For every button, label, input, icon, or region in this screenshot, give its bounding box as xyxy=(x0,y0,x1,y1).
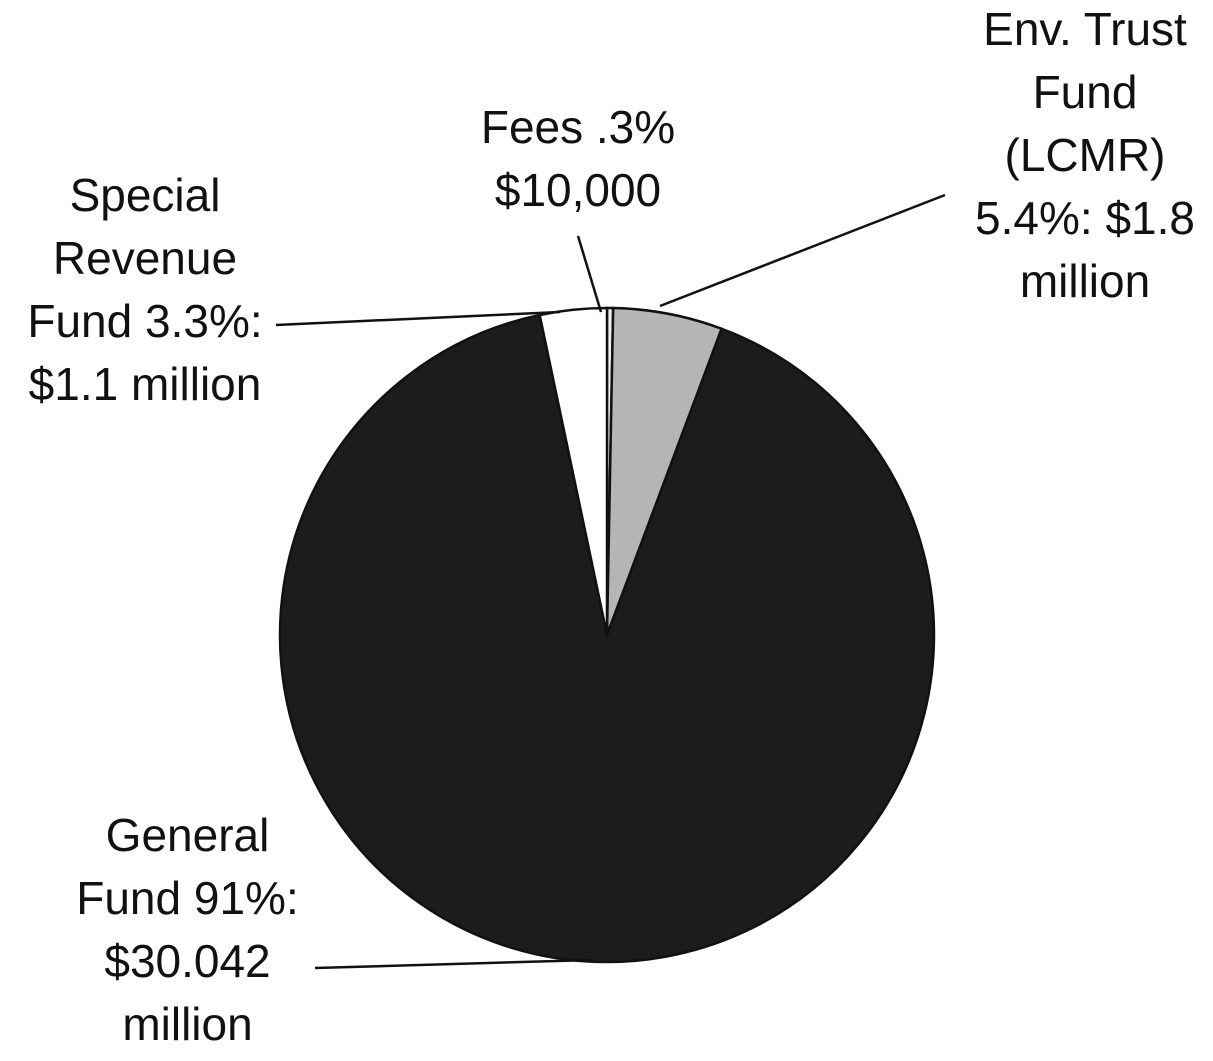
amount-label: $30.042 million xyxy=(104,935,271,1050)
leader-lines xyxy=(275,193,946,970)
leader-line xyxy=(576,235,603,313)
amount-label: $10,000 xyxy=(494,164,662,216)
amount-label: $1.8 million xyxy=(1019,192,1195,307)
value-label: .3% xyxy=(595,101,676,153)
pie-slice xyxy=(538,306,609,636)
slice-label: Env. Trust Fund (LCMR) 5.4%: $1.8 millio… xyxy=(955,0,1213,313)
slice-label: Fees .3% $10,000 xyxy=(468,96,688,222)
category: Fees xyxy=(480,101,584,153)
pie xyxy=(278,306,936,964)
category: General Fund xyxy=(76,809,270,924)
amount-label: $1.1 million xyxy=(28,358,262,410)
value-label: 5.4%: xyxy=(975,192,1093,244)
category: Env. Trust Fund (LCMR) xyxy=(983,3,1187,181)
slice-label: Special Revenue Fund 3.3%: $1.1 million xyxy=(10,164,280,416)
leader-line xyxy=(659,193,946,308)
category: Special Revenue Fund xyxy=(27,169,238,347)
value-label: 91%: xyxy=(193,872,299,924)
leader-line xyxy=(314,958,593,970)
value-label: 3.3%: xyxy=(145,295,263,347)
leader-line xyxy=(275,310,561,327)
slice-label: General Fund 91%: $30.042 million xyxy=(75,804,300,1056)
